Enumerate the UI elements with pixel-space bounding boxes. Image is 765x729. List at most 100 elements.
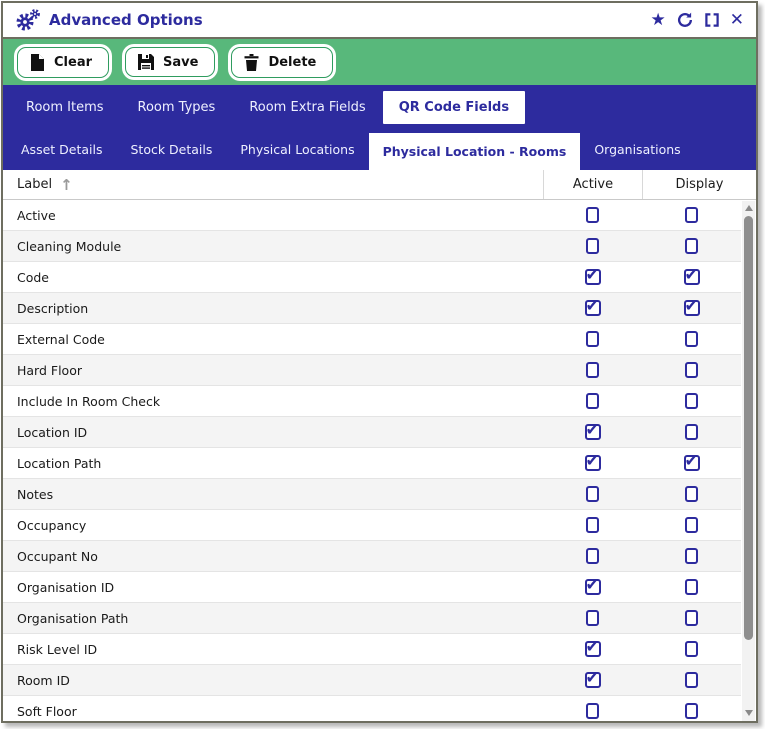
active-checkbox[interactable] bbox=[586, 703, 599, 719]
active-cell bbox=[543, 610, 642, 626]
active-cell bbox=[543, 265, 642, 285]
display-checkbox[interactable] bbox=[683, 296, 700, 316]
active-checkbox[interactable] bbox=[584, 296, 601, 316]
expand-icon[interactable] bbox=[704, 12, 720, 28]
column-header-label[interactable]: Label ↑ bbox=[17, 175, 73, 194]
refresh-icon[interactable] bbox=[676, 11, 694, 29]
display-checkbox[interactable] bbox=[685, 331, 698, 347]
table-row-risk-level-id: Risk Level ID bbox=[3, 634, 741, 665]
active-cell bbox=[543, 207, 642, 223]
vertical-scrollbar[interactable] bbox=[742, 201, 755, 721]
table-row-location-id: Location ID bbox=[3, 417, 741, 448]
display-checkbox[interactable] bbox=[685, 238, 698, 254]
row-label: Active bbox=[17, 207, 56, 223]
row-label: Include In Room Check bbox=[17, 393, 161, 409]
row-label: Occupancy bbox=[17, 517, 87, 533]
row-label: Code bbox=[17, 269, 50, 285]
active-checkbox[interactable] bbox=[586, 517, 599, 533]
display-cell bbox=[642, 610, 741, 626]
display-checkbox[interactable] bbox=[685, 548, 698, 564]
display-checkbox[interactable] bbox=[683, 265, 700, 285]
favorite-star-icon[interactable]: ★ bbox=[650, 9, 666, 30]
table-row-include-in-room-check: Include In Room Check bbox=[3, 386, 741, 417]
active-checkbox[interactable] bbox=[584, 668, 601, 688]
delete-button[interactable]: Delete bbox=[231, 46, 334, 78]
toolbar: Clear Save bbox=[3, 39, 756, 85]
active-cell bbox=[543, 393, 642, 409]
display-checkbox[interactable] bbox=[683, 451, 700, 471]
display-checkbox[interactable] bbox=[685, 517, 698, 533]
display-checkbox[interactable] bbox=[685, 207, 698, 223]
active-checkbox[interactable] bbox=[584, 637, 601, 657]
display-checkbox[interactable] bbox=[685, 393, 698, 409]
tab-stock-details[interactable]: Stock Details bbox=[130, 142, 213, 157]
row-label: Cleaning Module bbox=[17, 238, 122, 254]
display-checkbox[interactable] bbox=[685, 362, 698, 378]
display-checkbox[interactable] bbox=[685, 672, 698, 688]
active-checkbox[interactable] bbox=[586, 393, 599, 409]
display-checkbox[interactable] bbox=[685, 579, 698, 595]
tab-physical-location-rooms[interactable]: Physical Location - Rooms bbox=[368, 133, 581, 170]
tab-organisations[interactable]: Organisations bbox=[594, 142, 681, 157]
active-checkbox[interactable] bbox=[584, 265, 601, 285]
tab-room-extra-fields[interactable]: Room Extra Fields bbox=[249, 99, 366, 115]
scrollbar-thumb[interactable] bbox=[744, 216, 753, 640]
active-checkbox[interactable] bbox=[586, 610, 599, 626]
row-label: Organisation Path bbox=[17, 610, 129, 626]
display-checkbox[interactable] bbox=[685, 486, 698, 502]
table-row-hard-floor: Hard Floor bbox=[3, 355, 741, 386]
tab-row-secondary: Asset Details Stock Details Physical Locat… bbox=[3, 129, 756, 170]
display-cell bbox=[642, 579, 741, 595]
display-cell bbox=[642, 486, 741, 502]
display-checkbox[interactable] bbox=[685, 424, 698, 440]
display-checkbox[interactable] bbox=[685, 610, 698, 626]
active-cell bbox=[543, 668, 642, 688]
active-checkbox[interactable] bbox=[586, 362, 599, 378]
active-checkbox[interactable] bbox=[586, 207, 599, 223]
active-checkbox[interactable] bbox=[586, 486, 599, 502]
row-label: Occupant No bbox=[17, 548, 98, 564]
active-checkbox[interactable] bbox=[586, 238, 599, 254]
save-button[interactable]: Save bbox=[125, 47, 216, 77]
table-body-wrap: Active Cleaning Module Code Description Exte… bbox=[3, 200, 756, 721]
close-icon[interactable]: ✕ bbox=[729, 9, 744, 30]
active-checkbox[interactable] bbox=[584, 420, 601, 440]
table-row-soft-floor: Soft Floor bbox=[3, 696, 741, 721]
active-checkbox[interactable] bbox=[584, 575, 601, 595]
clear-button[interactable]: Clear bbox=[17, 46, 109, 78]
tab-qr-code-fields[interactable]: QR Code Fields bbox=[382, 90, 526, 124]
scroll-up-arrow-icon[interactable] bbox=[742, 201, 755, 214]
table-row-code: Code bbox=[3, 262, 741, 293]
row-label: Location Path bbox=[17, 455, 102, 471]
display-cell bbox=[642, 331, 741, 347]
page-title: Advanced Options bbox=[49, 11, 203, 29]
tab-physical-locations[interactable]: Physical Locations bbox=[240, 142, 355, 157]
tab-room-types[interactable]: Room Types bbox=[137, 99, 216, 115]
active-cell bbox=[543, 331, 642, 347]
active-cell bbox=[543, 420, 642, 440]
tab-room-items[interactable]: Room Items bbox=[26, 99, 104, 115]
table-body: Active Cleaning Module Code Description Exte… bbox=[3, 200, 741, 721]
display-checkbox[interactable] bbox=[685, 641, 698, 657]
row-label: Risk Level ID bbox=[17, 641, 98, 657]
table-row-organisation-id: Organisation ID bbox=[3, 572, 741, 603]
display-checkbox[interactable] bbox=[685, 703, 698, 719]
active-cell bbox=[543, 517, 642, 533]
delete-trash-icon bbox=[244, 53, 259, 71]
scroll-down-arrow-icon[interactable] bbox=[742, 706, 755, 719]
column-header-active[interactable]: Active bbox=[543, 170, 642, 199]
display-cell bbox=[642, 672, 741, 688]
row-label: Description bbox=[17, 300, 89, 316]
active-checkbox[interactable] bbox=[586, 331, 599, 347]
table-row-external-code: External Code bbox=[3, 324, 741, 355]
active-cell bbox=[543, 296, 642, 316]
row-label: External Code bbox=[17, 331, 105, 347]
active-checkbox[interactable] bbox=[586, 548, 599, 564]
column-header-display[interactable]: Display bbox=[642, 170, 756, 199]
active-checkbox[interactable] bbox=[584, 451, 601, 471]
display-cell bbox=[642, 703, 741, 719]
display-cell bbox=[642, 207, 741, 223]
row-label: Notes bbox=[17, 486, 54, 502]
tab-asset-details[interactable]: Asset Details bbox=[21, 142, 103, 157]
table-row-occupancy: Occupancy bbox=[3, 510, 741, 541]
